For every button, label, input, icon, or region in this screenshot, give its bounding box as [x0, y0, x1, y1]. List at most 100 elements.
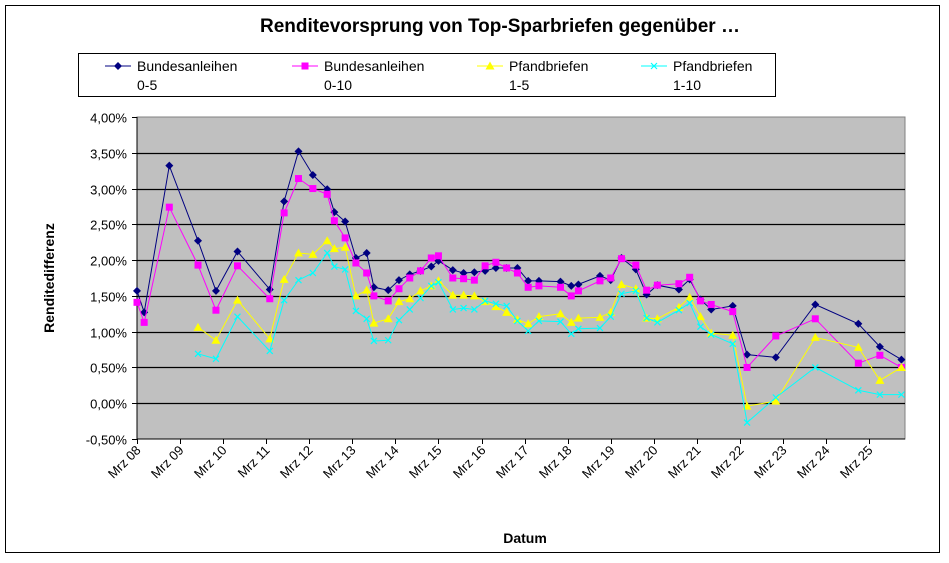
data-point: [771, 353, 780, 362]
y-tick-label: 2,50%: [90, 218, 127, 233]
data-point: [523, 319, 533, 328]
data-point: [596, 324, 604, 332]
data-point: [449, 274, 457, 282]
data-point: [811, 315, 819, 323]
data-point: [309, 269, 317, 277]
data-point: [491, 302, 501, 311]
data-point: [853, 342, 863, 351]
data-point: [280, 197, 289, 206]
legend: Bundesanleihen 0-5 Bundesanleihen 0-10 Pfand…: [78, 53, 776, 97]
series-4: [194, 249, 905, 426]
data-point: [140, 318, 148, 326]
data-point: [674, 285, 683, 294]
data-point: [607, 313, 615, 321]
data-point: [434, 252, 442, 260]
legend-label: Pfandbriefen: [509, 58, 588, 74]
data-point: [384, 286, 393, 295]
data-point: [653, 318, 661, 326]
series-group: [133, 147, 906, 426]
data-point: [675, 306, 683, 314]
data-point: [512, 315, 522, 324]
data-point: [470, 306, 478, 313]
data-point: [295, 276, 302, 284]
data-point: [686, 273, 694, 281]
data-point: [234, 313, 241, 321]
data-point: [194, 236, 203, 245]
data-point: [567, 292, 575, 300]
data-point: [556, 277, 565, 286]
data-point: [854, 359, 862, 367]
data-point: [341, 234, 349, 242]
data-point: [165, 161, 174, 170]
data-point: [435, 278, 442, 286]
legend-label-sub: 1-5: [509, 77, 529, 93]
data-point: [280, 296, 288, 304]
data-point: [524, 327, 532, 335]
data-point: [643, 314, 651, 322]
data-point: [416, 286, 426, 295]
data-point: [133, 298, 141, 306]
y-tick-label: 3,50%: [90, 147, 127, 162]
data-point: [524, 276, 533, 285]
legend-label: Bundesanleihen: [324, 58, 424, 74]
legend-marker: [301, 62, 309, 70]
data-point: [513, 269, 521, 277]
data-point: [492, 258, 500, 266]
data-point: [449, 306, 457, 313]
data-point: [308, 249, 318, 258]
legend-label-sub: 1-10: [673, 77, 701, 93]
data-point: [728, 301, 737, 310]
data-point: [323, 249, 331, 257]
data-point: [469, 291, 479, 300]
gridlines: [137, 152, 905, 405]
data-point: [675, 280, 683, 288]
legend-marker: [650, 62, 658, 70]
data-point: [503, 264, 511, 272]
data-point: [771, 396, 781, 405]
data-point: [876, 351, 884, 359]
y-tick-label: 0,50%: [90, 361, 127, 376]
data-point: [897, 391, 905, 399]
y-tick-label: 2,00%: [90, 254, 127, 269]
data-point: [481, 297, 489, 305]
data-point: [370, 292, 378, 300]
data-point: [266, 295, 274, 303]
data-point: [362, 248, 371, 257]
data-point: [743, 350, 752, 359]
data-point: [811, 300, 820, 309]
data-point: [384, 297, 392, 305]
y-tick-label: 4,00%: [90, 111, 127, 126]
legend-label-sub: 0-10: [324, 77, 352, 93]
legend-item: Bundesanleihen 0-5: [105, 58, 237, 93]
data-point: [513, 317, 521, 325]
data-point: [309, 185, 317, 193]
data-point: [875, 342, 884, 351]
data-point: [417, 294, 424, 302]
data-point: [695, 312, 705, 321]
data-point: [696, 297, 704, 305]
data-point: [362, 285, 372, 294]
data-point: [233, 247, 242, 256]
data-point: [383, 314, 393, 323]
data-point: [470, 276, 478, 284]
data-point: [394, 297, 404, 306]
data-point: [503, 302, 511, 310]
data-point: [896, 362, 906, 371]
data-point: [492, 300, 500, 308]
data-point: [369, 318, 379, 327]
data-point: [729, 340, 737, 348]
data-point: [352, 259, 360, 267]
data-point: [595, 312, 605, 321]
data-point: [566, 317, 576, 326]
data-point: [707, 300, 715, 308]
data-point: [618, 290, 625, 298]
data-point: [632, 261, 640, 269]
data-point: [743, 363, 751, 371]
data-point: [363, 269, 371, 277]
y-tick-label: -0,50%: [86, 433, 128, 448]
x-axis-label: Datum: [503, 530, 547, 546]
data-point: [686, 299, 694, 307]
y-axis: -0,50% 0,00% 0,50% 1,00% 1,50% 2,00% 2,50% 3,00…: [86, 111, 138, 448]
data-point: [363, 315, 371, 323]
data-point: [470, 268, 479, 277]
